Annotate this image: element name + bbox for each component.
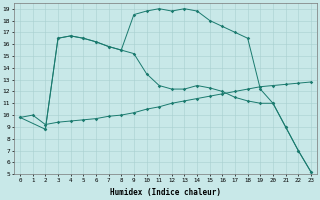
X-axis label: Humidex (Indice chaleur): Humidex (Indice chaleur) — [110, 188, 221, 197]
